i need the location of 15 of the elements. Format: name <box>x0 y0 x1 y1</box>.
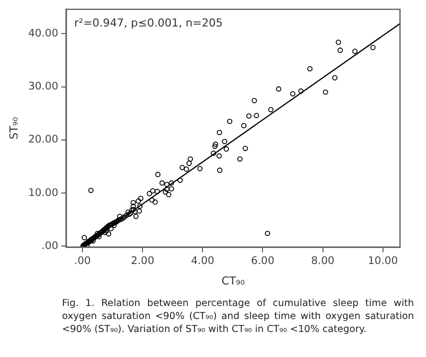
y-tick-label: 30.00 <box>28 80 58 93</box>
x-tick-label: 8.00 <box>311 255 334 268</box>
x-tick-label: .00 <box>74 255 91 268</box>
caption: Fig. 1. Relation between percentage of cumulative sleep time with oxygen saturation <90% (CT₉₀) and sleep time with oxygen saturation <90% (ST₉₀). Variation of ST₉₀ with CT₉₀ in CT₉₀ <10% category. <box>62 297 414 336</box>
x-tick-label: 4.00 <box>190 255 214 268</box>
x-tick-label: 10.00 <box>368 255 398 268</box>
x-tick-label: 2.00 <box>130 255 154 268</box>
y-tick-label: 10.00 <box>28 186 58 199</box>
x-axis-title: CT₉₀ <box>222 274 246 288</box>
y-tick-label: .00 <box>42 240 58 252</box>
x-tick-label: 6.00 <box>251 255 274 268</box>
annotation: r²=0.947, p≤0.001, n=205 <box>74 16 223 30</box>
y-tick-label: 20.00 <box>28 134 58 146</box>
y-axis-title: ST₉₀ <box>7 116 20 140</box>
y-tick-label: 40.00 <box>28 27 58 40</box>
